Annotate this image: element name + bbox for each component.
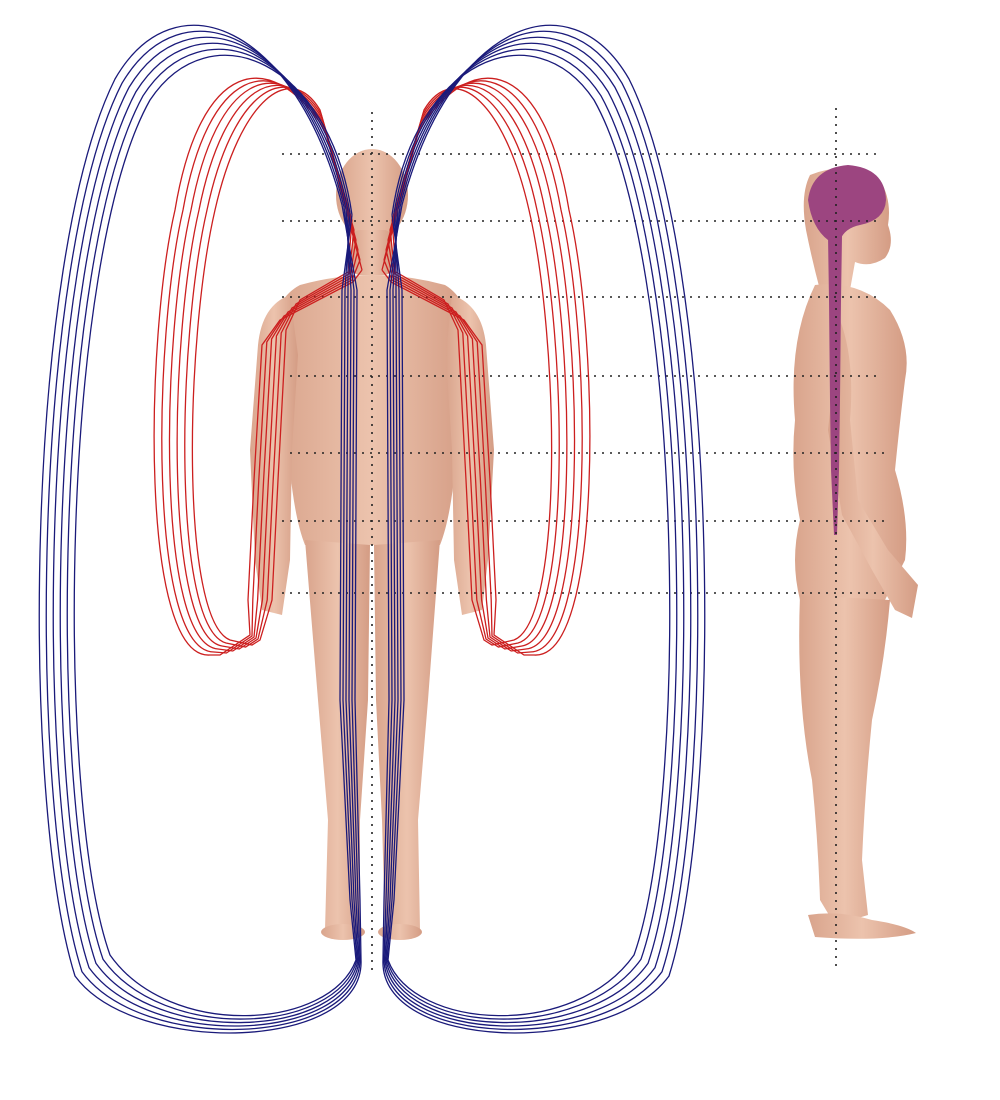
inner-field-line-right [385,82,576,652]
inner-field-line-right [389,86,560,648]
inner-field-line-right [387,84,568,650]
outer-field-line-right [383,30,699,1031]
inner-field-line-left [161,80,361,654]
outer-field-loops [38,24,706,1034]
outer-field-line-left [59,42,359,1024]
front-neck [352,230,392,275]
inner-field-line-left [184,86,355,648]
side-arm [828,320,918,618]
outer-field-line-left [66,48,358,1020]
outer-field-line-left [45,30,361,1031]
outer-field-line-right [382,24,706,1034]
outer-field-line-left [52,36,360,1027]
inner-field-line-left [153,77,363,656]
inner-field-line-right [391,88,553,646]
outer-field-line-right [387,54,671,1017]
front-left-leg [305,540,370,935]
side-body-figure [793,168,918,939]
outer-field-line-left [38,24,362,1034]
inner-field-line-left [191,88,353,646]
outer-field-line-right [384,36,692,1027]
inner-field-line-right [383,80,583,654]
front-right-leg [374,540,440,935]
side-leg [799,595,890,925]
side-foot [808,913,916,939]
spinal-cord-shape [828,236,842,535]
dotted-guide-lines [282,108,890,972]
outer-field-line-right [386,48,678,1020]
outer-field-line-left [73,54,357,1017]
inner-field-line-right [381,77,591,656]
front-head [336,149,408,241]
inner-field-line-left [176,84,357,650]
inner-field-line-left [168,82,359,652]
inner-field-loops [153,77,591,656]
outer-field-line-right [385,42,685,1024]
